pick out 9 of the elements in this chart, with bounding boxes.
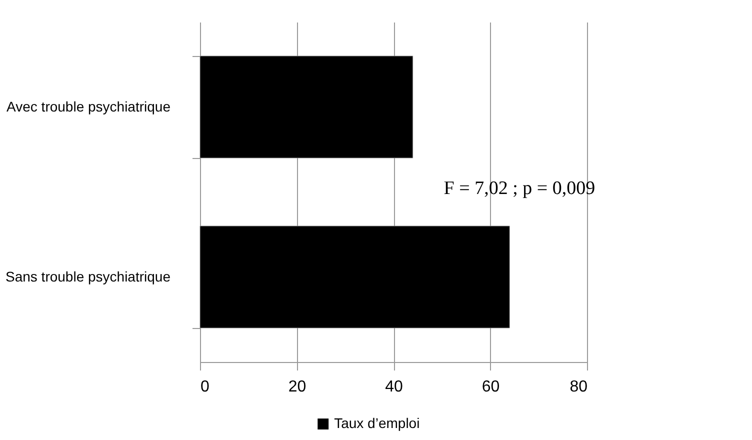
- x-tick-label: 40: [385, 378, 403, 396]
- legend-label: Taux d’emploi: [334, 415, 420, 431]
- x-tick-label: 80: [570, 378, 588, 396]
- x-tick-label: 20: [288, 378, 306, 396]
- annotation: F = 7,02 ; p = 0,009: [444, 178, 596, 199]
- y-tick-label: Sans trouble psychiatrique: [6, 268, 171, 284]
- x-tick-label: 0: [200, 378, 210, 396]
- y-tick-label: Avec trouble psychiatrique: [6, 98, 171, 114]
- x-tick-label: 60: [482, 378, 500, 396]
